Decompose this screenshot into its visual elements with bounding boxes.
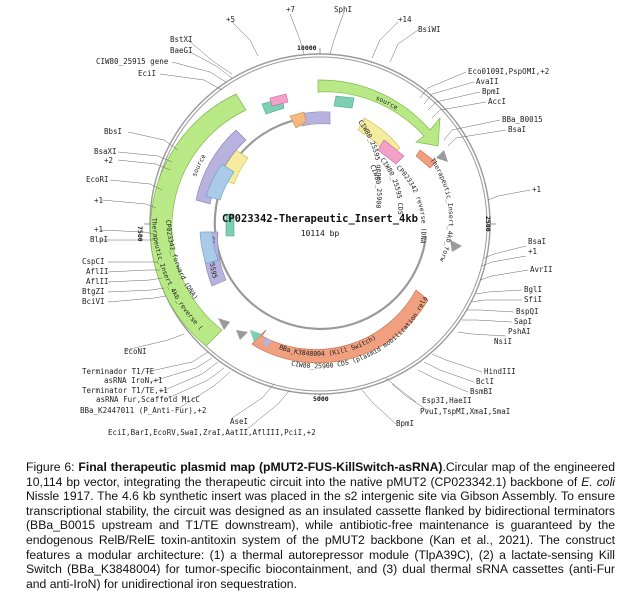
site-label: BBa_B0015 xyxy=(502,115,543,124)
tick-label-7500: 7500 xyxy=(136,226,144,242)
feature-salmon-small[interactable] xyxy=(415,149,437,169)
site-label: Terminator T1/TE,+1 xyxy=(82,386,168,395)
site-label: +1 xyxy=(94,196,103,205)
site-label: AvrII xyxy=(530,265,553,274)
restriction-site-labels: +7 SphI +5 +14 BsiWI BstXI BaeGI CIW80_2… xyxy=(80,5,553,437)
site-label: +1 xyxy=(528,247,537,256)
gene-block-blue-2[interactable] xyxy=(199,231,219,265)
figure-title: Final therapeutic plasmid map (pMUT2-FUS… xyxy=(78,460,443,474)
site-label: EciI xyxy=(138,69,156,78)
site-label: Esp3I,HaeII xyxy=(422,396,472,405)
site-label: AseI xyxy=(230,417,248,426)
caption-text-1: .Circular map of the engineered 10,114 b… xyxy=(26,460,615,489)
primer-arrow-4 xyxy=(436,150,448,162)
site-label: SapI xyxy=(514,317,532,326)
site-label: BciVI xyxy=(82,297,105,306)
plasmid-map: 10000 2500 5000 7500 source source BBa_K… xyxy=(0,0,553,437)
gene-block-lavender-2[interactable] xyxy=(299,111,331,127)
site-label: AvaII xyxy=(476,77,499,86)
source-feature-arc[interactable] xyxy=(150,93,247,347)
site-label: SfiI xyxy=(524,295,542,304)
figure-caption: Figure 6: Final therapeutic plasmid map … xyxy=(26,460,615,591)
inner-feature-ring xyxy=(213,116,428,331)
primer-arrow-1 xyxy=(218,318,230,330)
site-label: BspQI xyxy=(516,307,539,316)
site-label: SphI xyxy=(334,5,352,14)
caption-text-2: Nissle 1917. The 4.6 kb synthetic insert… xyxy=(26,489,615,591)
primer-arrow-2 xyxy=(236,330,248,340)
site-label: CIW80_25915 gene xyxy=(96,57,169,66)
site-leader-lines xyxy=(99,11,531,431)
site-label: BglI xyxy=(524,285,542,294)
plasmid-length: 10114 bp xyxy=(301,229,340,238)
site-label: BlpI xyxy=(90,235,108,244)
site-label: BpmI xyxy=(482,87,500,96)
site-label: Eco0109I,PspOMI,+2 xyxy=(468,67,549,76)
site-label: BsiWI xyxy=(418,25,441,34)
site-label: Terminador T1/TE xyxy=(82,367,155,376)
site-label: BpmI xyxy=(396,419,414,428)
site-label: PshAI xyxy=(508,327,531,336)
site-label: CspCI xyxy=(82,257,105,266)
site-label: +1 xyxy=(94,225,103,234)
tick-label-5000: 5000 xyxy=(313,395,329,403)
plasmid-title: CP023342-Therapeutic_Insert_4kb xyxy=(222,213,418,225)
site-label: BaeGI xyxy=(170,46,193,55)
primer-arrow-teal xyxy=(250,330,262,342)
site-label: EcoRI xyxy=(86,175,109,184)
site-label: BsaI xyxy=(528,237,546,246)
feature-teal-2[interactable] xyxy=(333,95,355,109)
feature-pink-1[interactable] xyxy=(269,93,289,107)
site-label: BtgZI xyxy=(82,287,105,296)
gene-label-25900: CIW80_25900 gene xyxy=(0,0,383,209)
primer-arrow-3 xyxy=(450,240,462,252)
site-label: BsaI xyxy=(508,125,526,134)
svg-text:CIW80_25900 gene: CIW80_25900 gene xyxy=(0,0,383,209)
feature-pink-2[interactable] xyxy=(377,139,405,165)
source-feature-arc-top[interactable] xyxy=(317,79,441,147)
primer-arrow-lavender xyxy=(262,338,272,348)
site-label: BsaXI xyxy=(94,147,117,156)
site-label: +7 xyxy=(286,5,295,14)
site-label: +14 xyxy=(398,15,412,24)
feature-orange-arrow[interactable] xyxy=(289,111,307,129)
site-label: BbsI xyxy=(104,127,122,136)
feature-teal-3[interactable] xyxy=(225,213,235,237)
tick-label-10000: 10000 xyxy=(297,44,317,52)
site-label: AflII xyxy=(86,277,109,286)
site-label: HindIII xyxy=(484,367,516,376)
site-label: +5 xyxy=(226,15,235,24)
site-label: AflII xyxy=(86,267,109,276)
figure-label: Figure 6: xyxy=(26,460,75,474)
gene-block-blue-1[interactable] xyxy=(205,163,235,201)
site-label: +2 xyxy=(104,156,113,165)
site-label: EciI,BarI,EcoRV,SwaI,ZraI,AatII,AflIII,P… xyxy=(108,428,316,437)
site-label: asRNA IroN,+1 xyxy=(104,376,163,385)
tick-marks xyxy=(144,48,496,400)
site-label: asRNA Fur,Scaffold MicC xyxy=(96,395,200,404)
killswitch-feature-arc[interactable] xyxy=(251,289,429,364)
caption-italic-species: E. coli xyxy=(581,474,615,489)
site-label: BstXI xyxy=(170,35,193,44)
site-label: BclI xyxy=(476,377,494,386)
site-label: +1 xyxy=(532,185,541,194)
site-label: PvuI,TspMI,XmaI,SmaI xyxy=(420,407,510,416)
site-label: BsmBI xyxy=(470,387,493,396)
tick-label-2500: 2500 xyxy=(484,216,492,232)
site-label: AccI xyxy=(488,97,506,106)
site-label: BBa_K2447011 (P_Anti-Fur),+2 xyxy=(80,406,206,415)
site-label: EcoNI xyxy=(124,347,147,356)
site-label: NsiI xyxy=(494,337,512,346)
